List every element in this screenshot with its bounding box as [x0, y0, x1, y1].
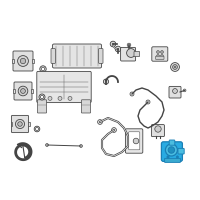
Circle shape [127, 49, 135, 57]
Circle shape [130, 92, 134, 96]
FancyBboxPatch shape [14, 82, 32, 100]
Circle shape [18, 56, 28, 66]
Circle shape [157, 55, 159, 57]
Circle shape [98, 120, 102, 124]
FancyBboxPatch shape [11, 122, 12, 126]
FancyBboxPatch shape [152, 47, 168, 61]
Circle shape [115, 46, 121, 52]
Circle shape [39, 94, 45, 100]
FancyBboxPatch shape [51, 49, 55, 63]
Circle shape [127, 43, 131, 47]
Circle shape [161, 55, 163, 57]
Circle shape [174, 66, 176, 68]
Circle shape [176, 156, 179, 158]
Circle shape [171, 63, 179, 71]
FancyBboxPatch shape [28, 122, 30, 126]
FancyBboxPatch shape [178, 148, 184, 154]
FancyBboxPatch shape [13, 89, 15, 93]
Circle shape [15, 119, 25, 129]
FancyBboxPatch shape [12, 59, 14, 63]
FancyBboxPatch shape [11, 115, 29, 133]
FancyBboxPatch shape [81, 100, 91, 113]
FancyBboxPatch shape [161, 142, 182, 161]
Circle shape [40, 66, 46, 72]
FancyBboxPatch shape [165, 158, 180, 162]
Circle shape [112, 128, 116, 132]
Circle shape [167, 156, 169, 158]
FancyBboxPatch shape [129, 132, 140, 150]
Circle shape [165, 144, 177, 156]
FancyBboxPatch shape [151, 125, 164, 137]
Circle shape [18, 122, 22, 126]
FancyBboxPatch shape [125, 129, 143, 153]
FancyBboxPatch shape [169, 86, 181, 98]
FancyBboxPatch shape [99, 49, 103, 63]
FancyBboxPatch shape [13, 51, 33, 71]
Circle shape [173, 89, 177, 93]
Circle shape [20, 58, 26, 64]
Circle shape [183, 89, 186, 92]
Circle shape [161, 51, 163, 53]
FancyBboxPatch shape [31, 89, 33, 93]
Circle shape [103, 79, 109, 84]
Circle shape [68, 96, 72, 100]
FancyBboxPatch shape [37, 71, 91, 103]
Circle shape [48, 96, 52, 100]
Circle shape [80, 145, 82, 147]
FancyBboxPatch shape [156, 56, 164, 59]
Circle shape [146, 100, 150, 104]
Circle shape [157, 51, 159, 53]
Circle shape [168, 147, 175, 153]
FancyBboxPatch shape [37, 100, 47, 113]
FancyBboxPatch shape [121, 47, 136, 61]
Circle shape [46, 144, 48, 146]
Circle shape [173, 65, 177, 69]
Circle shape [58, 96, 62, 100]
Circle shape [155, 126, 161, 132]
Circle shape [40, 95, 44, 99]
Circle shape [110, 41, 116, 47]
FancyBboxPatch shape [169, 140, 175, 145]
Circle shape [133, 138, 139, 144]
Circle shape [35, 127, 39, 131]
FancyBboxPatch shape [134, 51, 140, 57]
Circle shape [21, 89, 25, 93]
Circle shape [34, 126, 40, 132]
FancyBboxPatch shape [52, 44, 102, 68]
Circle shape [41, 67, 45, 71]
Circle shape [18, 86, 28, 96]
FancyBboxPatch shape [32, 59, 34, 63]
